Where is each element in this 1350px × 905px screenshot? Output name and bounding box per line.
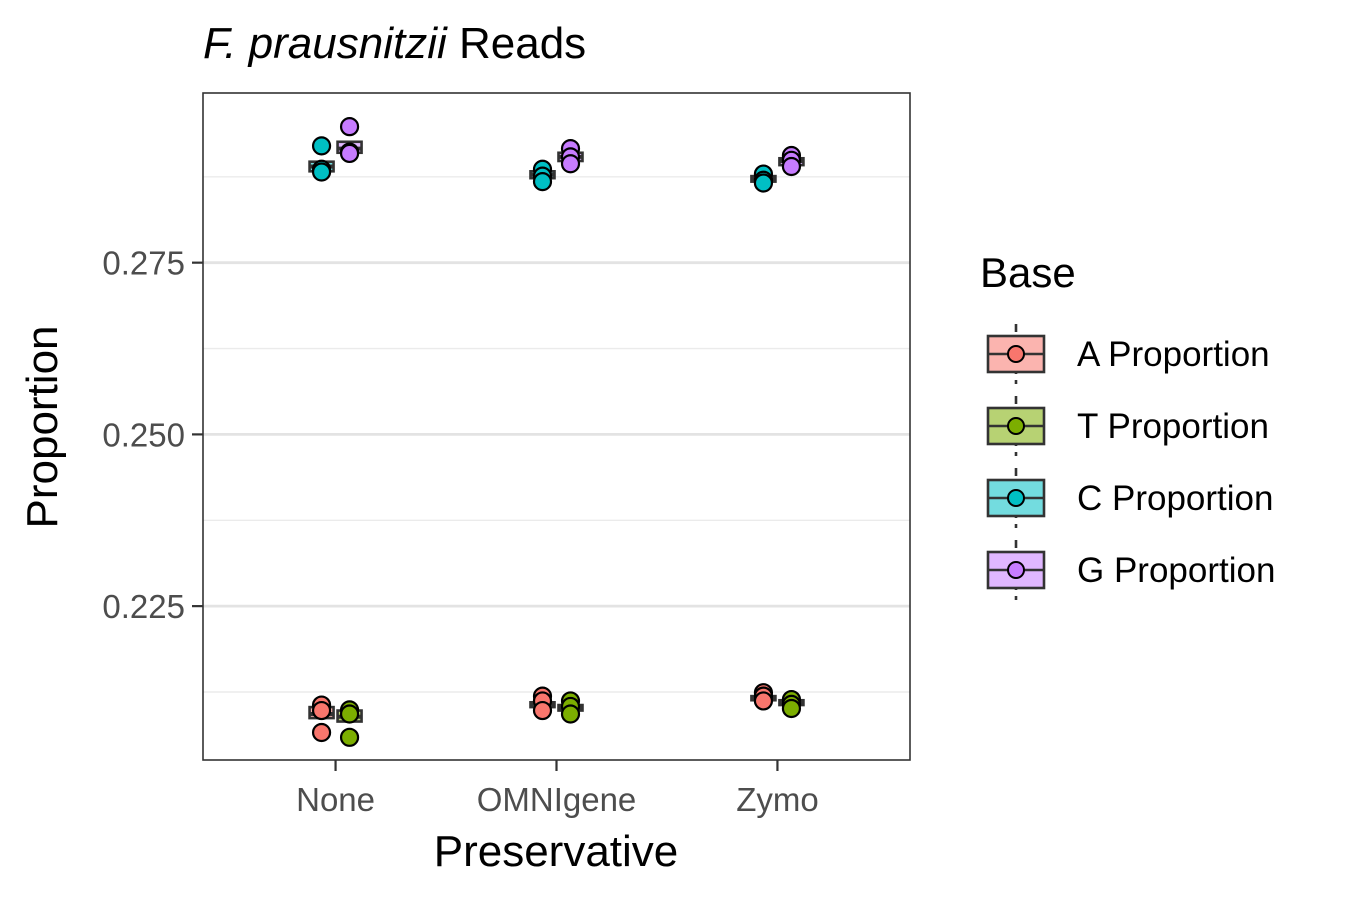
- data-point: [781, 698, 802, 719]
- y-tick-label: 0.250: [102, 416, 185, 453]
- data-point: [311, 162, 332, 182]
- chart-title-italic: F. prausnitzii: [203, 19, 448, 68]
- legend-item-t: T Proportion: [986, 396, 1269, 456]
- y-tick-label: 0.275: [102, 245, 185, 282]
- legend-key-point: [1007, 561, 1025, 579]
- x-tick-label: OMNIgene: [477, 781, 637, 818]
- chart-title: F. prausnitzii Reads: [203, 19, 586, 68]
- legend-title: Base: [980, 249, 1076, 296]
- legend: Base A Proportion T Proportion C Proportio…: [980, 249, 1275, 600]
- data-point: [311, 136, 332, 156]
- legend-label: T Proportion: [1077, 407, 1269, 446]
- y-axis-title: Proportion: [18, 325, 67, 528]
- legend-key-point: [1007, 417, 1025, 435]
- data-point: [339, 143, 360, 164]
- legend-item-c: C Proportion: [986, 468, 1273, 528]
- gridlines: [203, 176, 910, 693]
- data-point: [560, 704, 581, 724]
- y-tick-label: 0.225: [102, 588, 185, 625]
- data-point: [560, 154, 581, 174]
- chart-title-rest: Reads: [447, 19, 586, 68]
- plot-marks: [308, 117, 805, 747]
- data-point: [532, 172, 553, 192]
- data-point: [339, 727, 360, 747]
- data-point: [753, 173, 774, 193]
- data-point: [311, 700, 332, 721]
- data-point: [339, 704, 360, 724]
- data-point: [532, 700, 553, 721]
- plot-panel-border: [202, 92, 911, 761]
- legend-label: C Proportion: [1077, 479, 1273, 518]
- legend-label: A Proportion: [1077, 335, 1270, 374]
- legend-label: G Proportion: [1077, 551, 1275, 590]
- x-axis-title: Preservative: [434, 827, 679, 876]
- legend-key-point: [1007, 345, 1025, 363]
- x-tick-label: None: [296, 781, 375, 818]
- legend-item-g: G Proportion: [986, 540, 1275, 600]
- data-point: [311, 722, 332, 743]
- data-point: [753, 691, 774, 711]
- x-tick-label: Zymo: [736, 781, 819, 818]
- data-point: [781, 156, 802, 177]
- legend-key-point: [1007, 489, 1025, 507]
- axes: 0.225 0.250 0.275 None OMNIgene Zymo: [102, 245, 818, 818]
- data-point: [339, 117, 360, 137]
- legend-item-a: A Proportion: [986, 324, 1270, 384]
